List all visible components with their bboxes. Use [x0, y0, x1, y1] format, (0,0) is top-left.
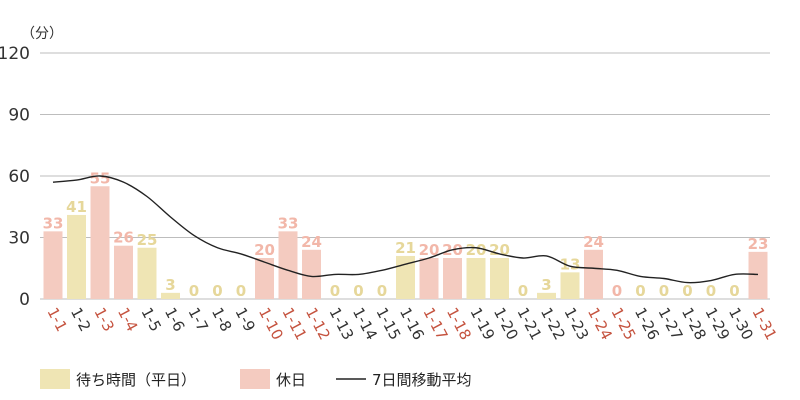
data-label-1-27: 0 [659, 282, 669, 300]
x-tick-label-1-31: 1-31 [748, 304, 780, 343]
x-axis: 1-11-21-31-41-51-61-71-81-91-101-111-121… [43, 304, 780, 343]
data-label-1-29: 0 [706, 282, 716, 300]
bar-1-23 [560, 272, 580, 299]
data-label-1-25: 0 [612, 282, 622, 300]
bars [43, 186, 768, 299]
legend-swatch-holiday [240, 369, 270, 389]
data-label-1-19: 20 [466, 241, 487, 259]
data-label-1-2: 41 [66, 198, 87, 216]
data-label-1-12: 24 [301, 233, 322, 251]
bar-1-16 [396, 255, 415, 299]
bar-1-5 [137, 247, 157, 299]
data-label-1-1: 33 [43, 214, 64, 232]
data-label-1-20: 20 [489, 241, 510, 259]
legend-label-moving-average: 7日間移動平均 [372, 371, 472, 389]
data-label-1-16: 21 [395, 239, 416, 257]
legend-label-weekday: 待ち時間（平日） [76, 371, 196, 389]
y-tick-label-60: 60 [8, 167, 30, 187]
y-tick-label-90: 90 [8, 106, 30, 126]
bar-1-11 [278, 231, 298, 299]
data-label-1-31: 23 [748, 235, 769, 253]
data-label-1-8: 0 [212, 282, 222, 300]
bar-1-10 [255, 258, 274, 299]
data-label-1-5: 25 [137, 231, 158, 249]
data-label-1-26: 0 [635, 282, 645, 300]
legend: 待ち時間（平日） 休日 7日間移動平均 [40, 369, 472, 389]
x-tick-label-1-3: 1-3 [90, 304, 117, 334]
data-label-1-23: 13 [560, 255, 581, 273]
data-label-1-9: 0 [236, 282, 246, 300]
x-tick-label-1-9: 1-9 [231, 304, 258, 334]
x-tick-label-1-2: 1-2 [67, 304, 94, 334]
bar-1-6 [161, 292, 180, 299]
legend-swatch-weekday [40, 369, 70, 389]
bar-1-3 [90, 186, 110, 299]
y-tick-label-120: 120 [0, 44, 30, 64]
bar-1-18 [443, 258, 462, 299]
bar-1-4 [114, 245, 133, 299]
data-label-1-3: 55 [90, 169, 111, 187]
y-axis-unit-label: （分） [21, 26, 63, 42]
bar-1-17 [419, 258, 439, 299]
x-tick-label-1-4: 1-4 [114, 304, 141, 334]
data-label-1-7: 0 [189, 282, 199, 300]
data-label-1-28: 0 [682, 282, 692, 300]
x-tick-label-1-6: 1-6 [161, 304, 188, 334]
x-tick-label-1-5: 1-5 [137, 304, 164, 334]
bar-1-22 [537, 292, 556, 299]
data-label-1-30: 0 [729, 282, 739, 300]
bar-1-12 [302, 249, 321, 299]
bar-1-31 [748, 251, 768, 299]
data-label-1-4: 26 [113, 229, 134, 247]
data-label-1-11: 33 [278, 214, 299, 232]
grid-lines [40, 52, 770, 300]
data-label-1-22: 3 [541, 276, 551, 294]
y-tick-label-0: 0 [19, 290, 30, 310]
bar-1-19 [466, 258, 486, 299]
x-tick-label-1-8: 1-8 [208, 304, 235, 334]
data-label-1-10: 20 [254, 241, 275, 259]
data-label-1-17: 20 [419, 241, 440, 259]
moving-average-line [52, 175, 759, 284]
data-label-1-15: 0 [377, 282, 387, 300]
data-label-1-21: 0 [518, 282, 528, 300]
y-tick-label-30: 30 [8, 229, 30, 249]
bar-1-20 [490, 258, 509, 299]
y-axis: （分） 0 30 60 90 120 [0, 26, 63, 310]
x-tick-label-1-7: 1-7 [184, 304, 211, 334]
x-tick-label-1-1: 1-1 [43, 304, 70, 334]
data-label-1-14: 0 [353, 282, 363, 300]
legend-label-holiday: 休日 [276, 371, 306, 389]
data-label-1-13: 0 [330, 282, 340, 300]
data-label-1-6: 3 [165, 276, 175, 294]
bar-1-1 [43, 231, 63, 299]
data-label-1-24: 24 [583, 233, 604, 251]
bar-1-2 [67, 214, 86, 299]
moving-average-path [52, 175, 759, 284]
bar-1-24 [584, 249, 603, 299]
